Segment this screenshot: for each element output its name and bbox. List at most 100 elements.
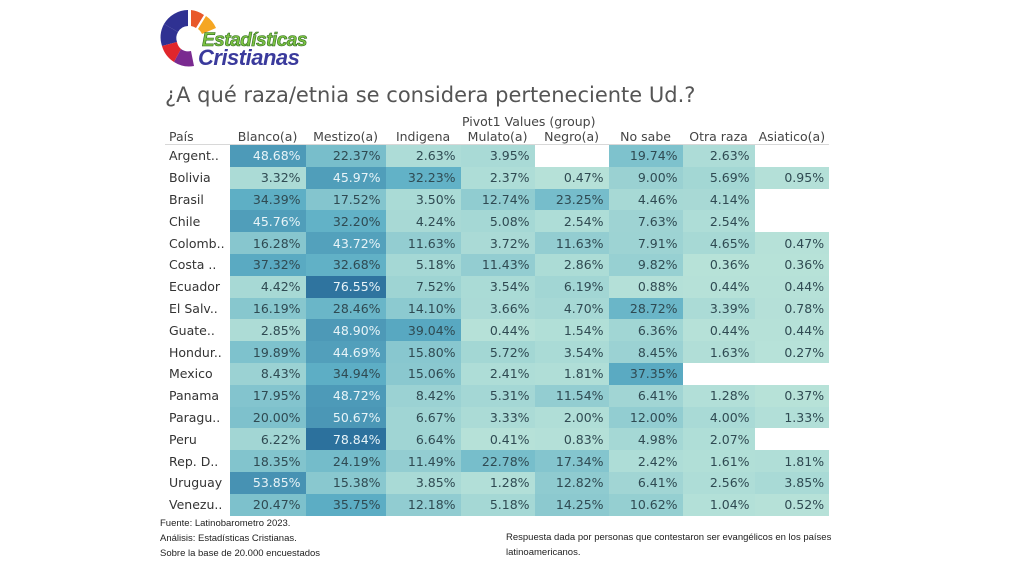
heatmap-cell: 32.20% [305,210,386,233]
heatmap-cell: 2.00% [534,406,609,429]
heatmap-cell: 2.86% [534,253,609,276]
heatmap-cell: 3.85% [754,471,830,494]
heatmap-cell: 1.33% [754,406,830,429]
row-label: Venezu.. [169,497,223,513]
heatmap-cell: 9.82% [608,253,683,276]
heatmap-cell: 3.95% [460,144,535,167]
heatmap-cell: 12.00% [608,406,683,429]
heatmap-cell: 0.36% [754,253,830,276]
heatmap-cell: 1.61% [682,450,755,472]
logo-text-cristianas: Cristianas [198,45,300,70]
heatmap-cell: 45.76% [229,210,306,233]
heatmap-cell: 35.75% [305,493,386,516]
heatmap-cell: 4.14% [682,188,755,211]
heatmap-body: Argent.. 48.68% 22.37% 2.63% 3.95% 19.74% 2.63… [165,144,830,516]
heatmap-cell: 32.23% [385,166,461,189]
heatmap-cell: 3.85% [385,471,461,494]
heatmap-cell: 10.62% [608,493,683,516]
heatmap-cell: 5.18% [460,493,535,516]
heatmap-cell: 0.83% [534,428,609,451]
heatmap-cell: 5.31% [460,384,535,407]
heatmap-cell: 0.44% [460,319,535,342]
table-row: Venezu.. 20.47% 35.75% 12.18% 5.18% 14.25% 10.… [165,493,830,516]
row-label: Rep. D.. [169,453,219,469]
heatmap-cell: 2.42% [608,450,683,472]
heatmap-cell [755,363,830,385]
heatmap-cell: 0.44% [682,319,755,342]
heatmap-cell: 4.00% [682,406,755,429]
heatmap-cell: 4.65% [682,232,755,254]
heatmap-cell: 28.72% [608,297,683,320]
heatmap-cell: 0.47% [754,232,830,254]
table-row: Peru 6.22% 78.84% 6.64% 0.41% 0.83% 4.98% 2.07% [165,428,830,451]
heatmap-cell: 3.66% [460,297,535,320]
heatmap-cell: 18.35% [229,450,306,472]
table-row: Uruguay 53.85% 15.38% 3.85% 1.28% 12.82% 6.41%… [165,471,830,494]
footer-analysis: Análisis: Estadísticas Cristianas. [160,533,297,544]
heatmap-cell: 0.44% [754,275,830,298]
heatmap-cell: 3.72% [460,232,535,254]
heatmap-cell: 0.95% [754,166,830,189]
heatmap-cell: 12.18% [385,493,461,516]
row-label: Brasil [169,191,204,207]
heatmap-cell: 37.32% [229,253,306,276]
heatmap-cell: 43.72% [305,232,386,254]
heatmap-cell: 37.35% [608,362,683,385]
row-label: Hondur.. [169,344,222,360]
table-row: Guate.. 2.85% 48.90% 39.04% 0.44% 1.54% 6.36% 0… [165,319,830,342]
heatmap-cell: 14.25% [534,493,609,516]
row-label: Colomb.. [169,235,225,251]
column-header: Mulato(a) [460,128,535,145]
heatmap-cell: 11.54% [534,384,609,407]
heatmap-cell: 0.37% [754,384,830,407]
heatmap-cell: 3.39% [682,297,755,320]
heatmap-cell: 53.85% [229,471,306,494]
heatmap-cell: 78.84% [305,428,386,451]
heatmap-cell: 24.19% [305,450,386,472]
heatmap-cell: 22.37% [305,144,386,167]
heatmap-cell: 2.54% [682,210,755,233]
heatmap-cell: 6.22% [229,428,306,451]
row-label: El Salv.. [169,300,218,316]
heatmap-cell [755,428,830,450]
heatmap-cell: 6.67% [385,406,461,429]
column-header: Mestizo(a) [305,128,386,145]
heatmap-cell: 0.88% [608,275,683,298]
heatmap-cell: 8.43% [229,362,306,385]
row-header-pais: País [165,128,230,145]
footer-note: Respuesta dada por personas que contesta… [506,532,832,558]
heatmap-cell: 12.74% [460,188,535,211]
heatmap-cell: 2.63% [385,144,461,167]
heatmap-cell: 1.28% [460,471,535,494]
heatmap-cell: 34.94% [305,362,386,385]
heatmap-cell: 4.70% [534,297,609,320]
heatmap-cell: 1.28% [682,384,755,407]
heatmap-cell: 20.00% [229,406,306,429]
heatmap-cell: 3.32% [229,166,306,189]
heatmap-cell: 12.82% [534,471,609,494]
column-header: Negro(a) [534,128,609,145]
heatmap-cell: 8.42% [385,384,461,407]
heatmap-cell: 0.41% [460,428,535,451]
column-group-header: Pivot1 Values (group) [462,114,596,129]
heatmap-cell: 1.04% [682,493,755,516]
table-row: Costa .. 37.32% 32.68% 5.18% 11.43% 2.86% 9.82… [165,253,830,276]
heatmap-cell: 4.98% [608,428,683,451]
row-label: Costa .. [169,257,217,273]
heatmap-cell: 2.63% [682,144,755,167]
heatmap-cell: 16.28% [229,232,306,254]
heatmap-cell: 6.19% [534,275,609,298]
heatmap-cell: 22.78% [460,450,535,472]
heatmap-cell: 11.63% [385,232,461,254]
heatmap-cell: 28.46% [305,297,386,320]
heatmap-cell: 11.43% [460,253,535,276]
table-row: Rep. D.. 18.35% 24.19% 11.49% 22.78% 17.34% 2.… [165,450,830,472]
heatmap-cell: 39.04% [385,319,461,342]
heatmap-cell: 6.36% [608,319,683,342]
column-header: Indigena [385,128,461,145]
row-label: Panama [169,388,220,404]
heatmap-cell [683,363,755,385]
heatmap-cell: 1.54% [534,319,609,342]
heatmap-cell: 15.80% [385,341,461,363]
row-label: Uruguay [169,475,223,491]
